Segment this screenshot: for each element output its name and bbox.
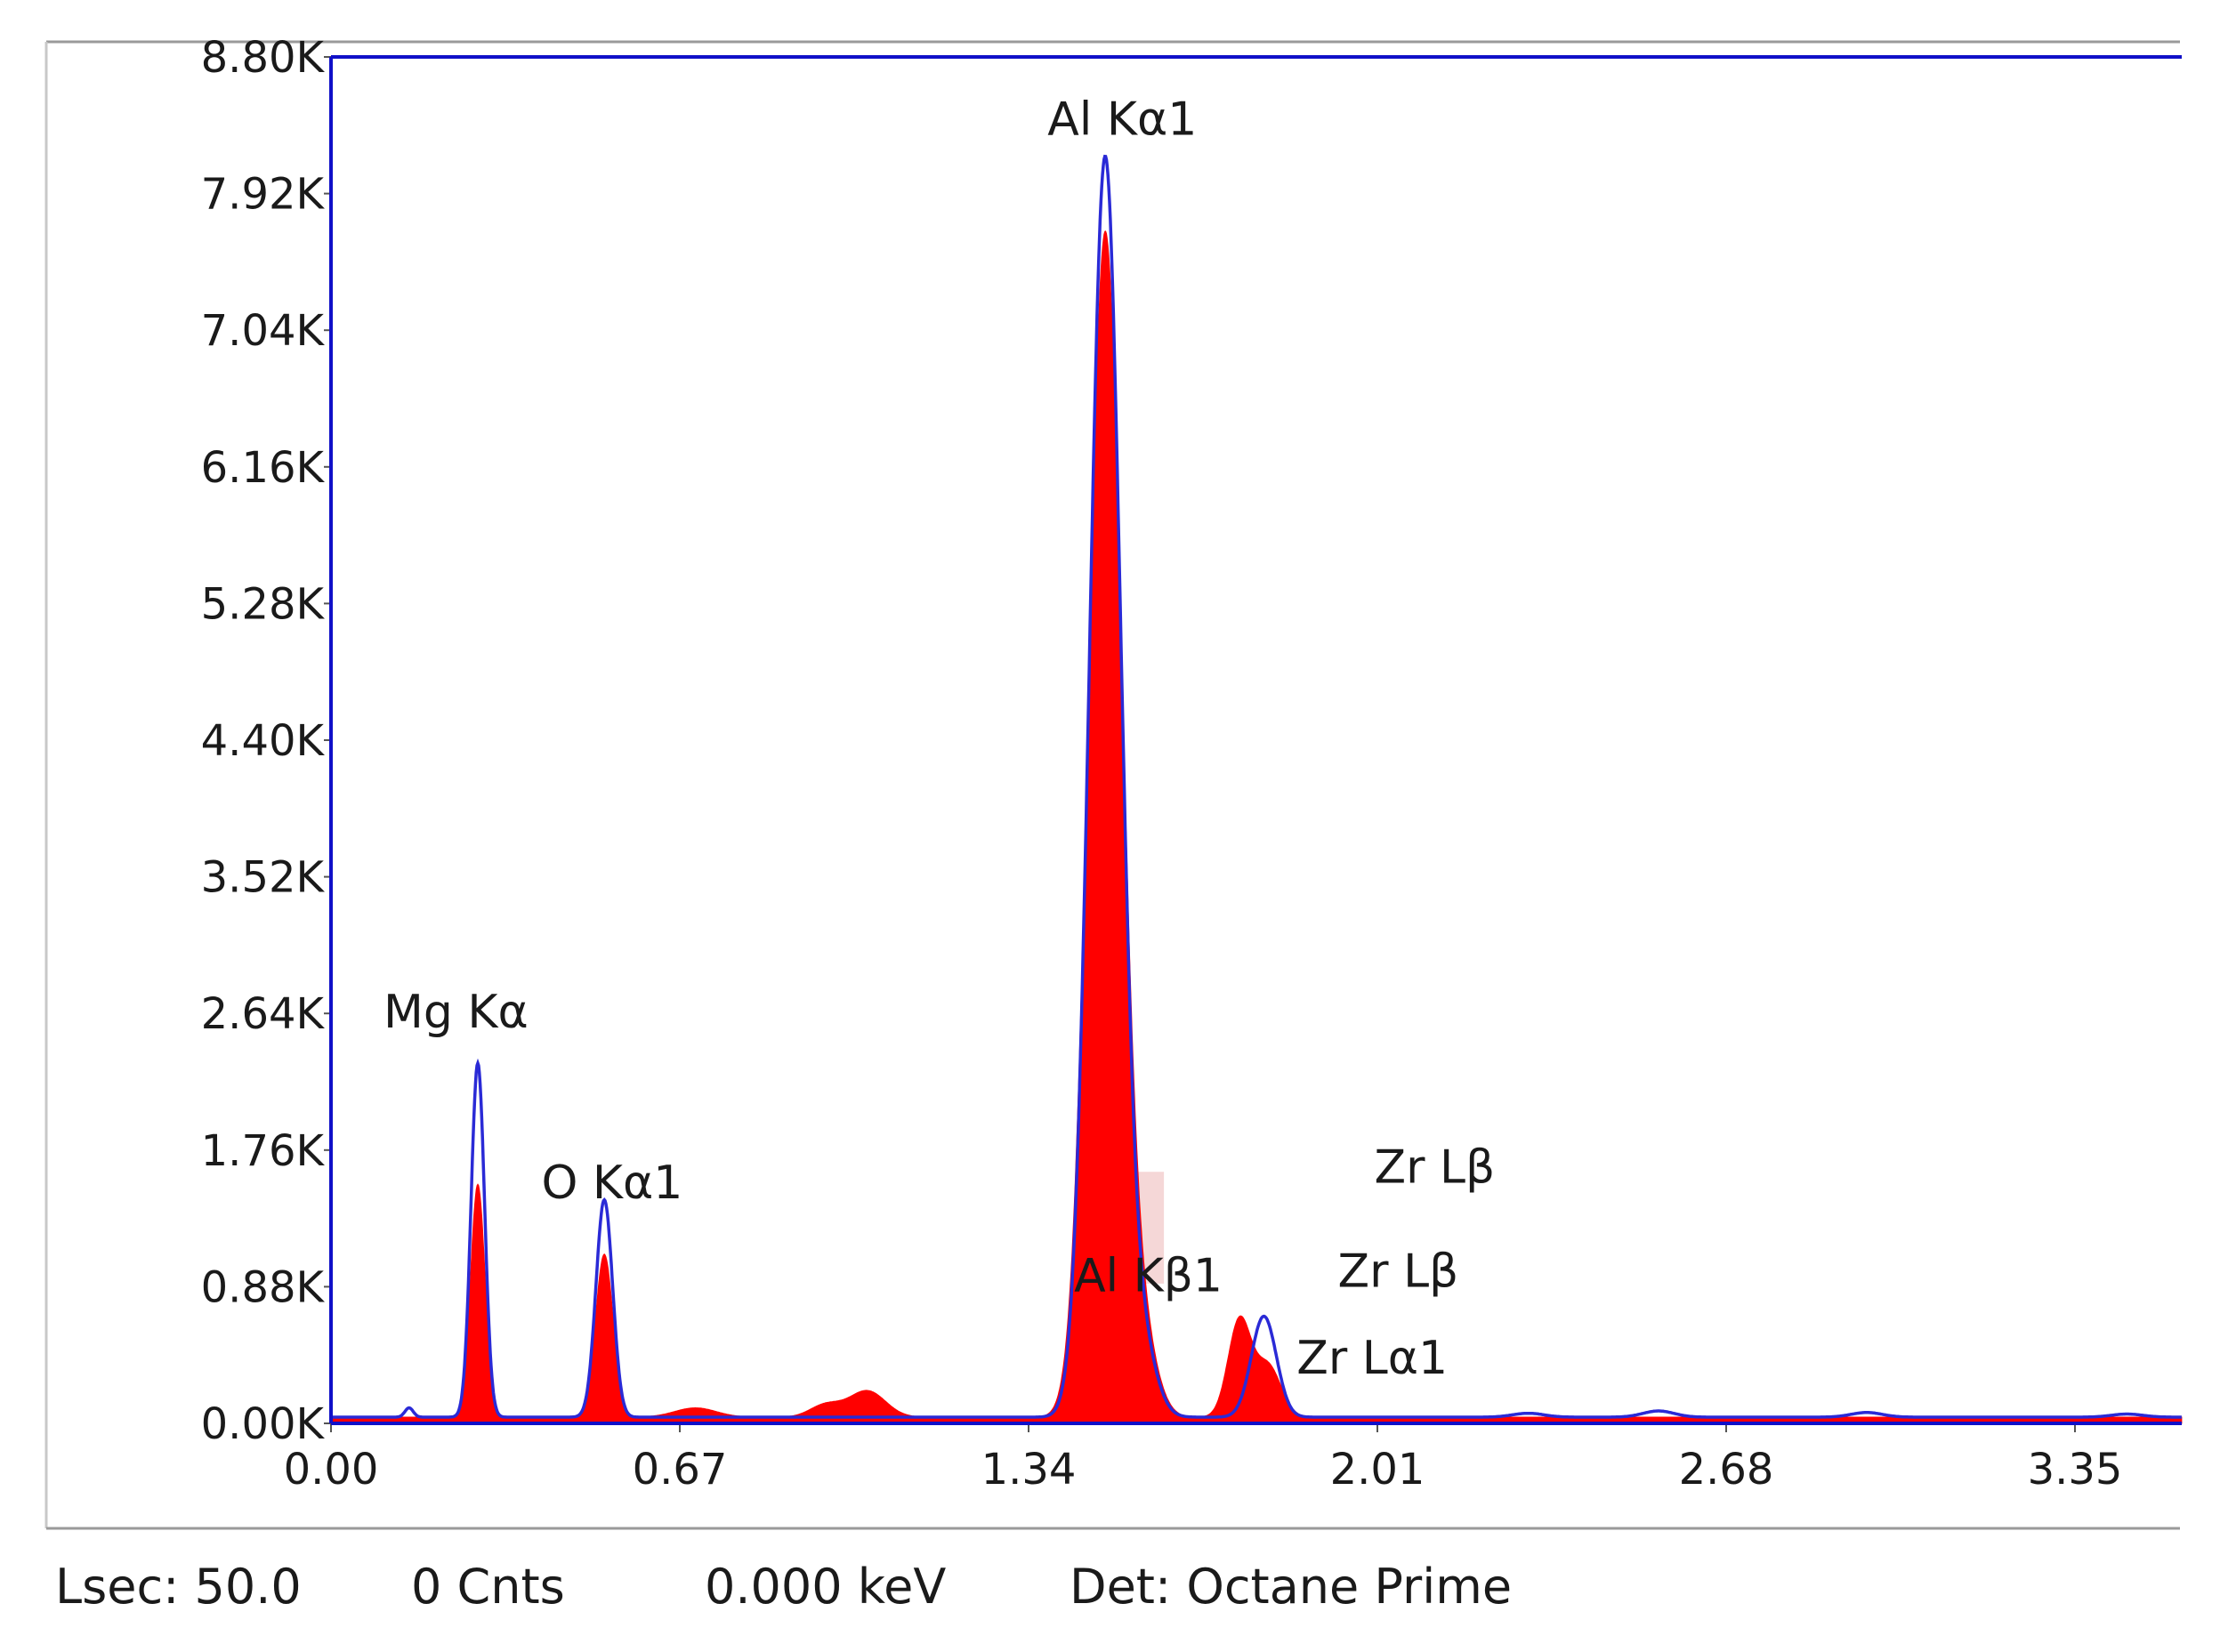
x-tick-label: 0.00 [284,1445,379,1495]
counts-readout: 0 Cnts [411,1559,565,1615]
x-tick-label: 2.68 [1679,1445,1774,1495]
detector-readout: Det: Octane Prime [1070,1559,1513,1615]
peak-label: Zr Lβ [1338,1245,1459,1298]
peak-label: Zr Lβ [1375,1140,1496,1194]
peak-label: Mg Kα [383,986,529,1039]
y-tick-label: 2.64K [201,989,326,1039]
x-tick-label: 3.35 [2028,1445,2123,1495]
y-axis-ticks: 0.00K 0.88K 1.76K 2.64K 3.52K 4.40K 5.28K 6.16K… [201,33,331,1449]
status-bar: Lsec: 50.0 0 Cnts 0.000 keV Det: Octane … [55,1559,2173,1630]
x-tick-label: 1.34 [981,1445,1077,1495]
y-tick-label: 4.40K [201,716,326,766]
y-tick-label: 1.76K [201,1126,326,1176]
fitted-profile-line [331,154,2182,1419]
peak-label: Zr Lα1 [1296,1332,1448,1385]
y-tick-label: 6.16K [201,443,326,493]
y-tick-label: 5.28K [201,579,326,629]
y-tick-label: 3.52K [201,853,326,903]
live-seconds-readout: Lsec: 50.0 [55,1559,302,1615]
y-tick-label: 0.00K [201,1399,326,1449]
peak-label: Al Kα1 [1047,93,1197,146]
x-tick-label: 2.01 [1330,1445,1425,1495]
y-tick-label: 7.92K [201,170,326,220]
energy-readout: 0.000 keV [705,1559,947,1615]
peak-labels: Al Kα1 Mg Kα O Kα1 Al Kβ1 Zr Lβ Zr Lβ Zr Lα1 [383,93,1495,1385]
series-layer [330,154,2183,1424]
y-tick-label: 8.80K [201,33,326,83]
plot-frame-layer [329,55,2182,1425]
x-axis-ticks: 0.00 0.67 1.34 2.01 2.68 3.35 [284,1423,2123,1495]
y-tick-label: 0.88K [201,1262,326,1312]
peak-label: O Kα1 [541,1156,682,1210]
x-tick-label: 0.67 [633,1445,728,1495]
peak-label: Al Kβ1 [1074,1250,1223,1303]
y-tick-label: 7.04K [201,306,326,356]
